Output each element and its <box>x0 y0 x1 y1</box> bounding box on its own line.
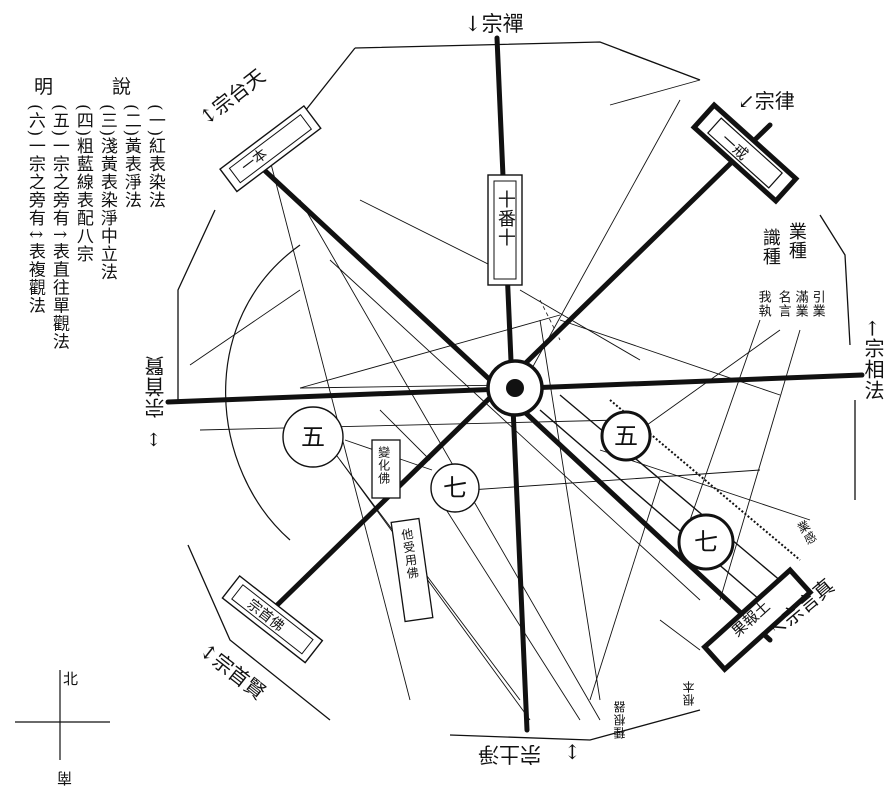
se-box <box>701 566 814 673</box>
seed-ming-yan: 名言 <box>775 290 791 318</box>
seed-man-ye: 滿業 <box>792 290 808 318</box>
school-north: ↓宗禪 <box>464 12 524 36</box>
seed-consciousness: 識種 <box>759 228 781 266</box>
ta-shou-box <box>390 517 434 623</box>
hua-fo-box <box>371 439 401 499</box>
circle-far-label: 七 <box>694 528 718 556</box>
circle-mid <box>430 463 480 513</box>
school-northeast: ↙宗律 <box>738 89 795 113</box>
sw-box <box>221 574 324 664</box>
nw-box <box>219 104 322 193</box>
legend-item-5: (五)一宗之旁有↑表直往單觀法 <box>48 104 69 351</box>
legend-item-4: (四)粗藍線表配八宗 <box>72 104 93 264</box>
seed-karma: 業種 <box>785 222 807 260</box>
centre-hub <box>486 359 544 417</box>
school-south: 宗土淨 <box>478 742 541 766</box>
school-west: 宗首賢 <box>144 355 168 418</box>
hua-fo-label: 變化佛 <box>376 446 391 485</box>
school-east: ←宗相法 <box>861 320 885 401</box>
legend-title-right: 說 <box>112 76 132 98</box>
seed-gen-ben: 根本 <box>682 680 696 706</box>
legend-item-1: (一)紅表染法 <box>144 104 165 210</box>
thin-guide-lines <box>609 49 701 106</box>
circle-mid-label: 七 <box>443 474 467 502</box>
circle-left <box>282 406 344 468</box>
circle-nodes <box>282 406 735 571</box>
ne-box <box>690 101 800 205</box>
circle-right <box>600 410 652 462</box>
north-box <box>487 174 523 286</box>
seed-yin-ye: 引業 <box>809 290 825 318</box>
arrow-south: ↕ <box>564 740 581 764</box>
compass-north: 北 <box>63 670 79 688</box>
seed-wo-zhi: 我執 <box>755 290 771 318</box>
arrow-north: ↓ <box>464 12 482 36</box>
arrow-northeast: ↙ <box>738 89 755 113</box>
legend-title-left: 明 <box>34 76 54 98</box>
arrow-east: ← <box>861 320 885 338</box>
compass <box>15 670 110 760</box>
circle-far <box>677 513 735 571</box>
north-box-label: 十番十 <box>494 190 516 247</box>
inner-arc <box>225 244 301 541</box>
legend-item-3: (三)淺黃表染淨中立法 <box>96 104 117 282</box>
circle-left-label: 五 <box>301 423 325 451</box>
circle-right-label: 五 <box>614 422 638 450</box>
legend-item-2: (二)黃表淨法 <box>120 104 141 210</box>
seed-jing-shen: 種根器 <box>613 700 627 739</box>
compass-south: 南 <box>57 769 73 787</box>
arrow-west: ↕ <box>146 430 162 451</box>
legend-item-6: (六)一宗之旁有↕表複觀法 <box>24 104 45 315</box>
